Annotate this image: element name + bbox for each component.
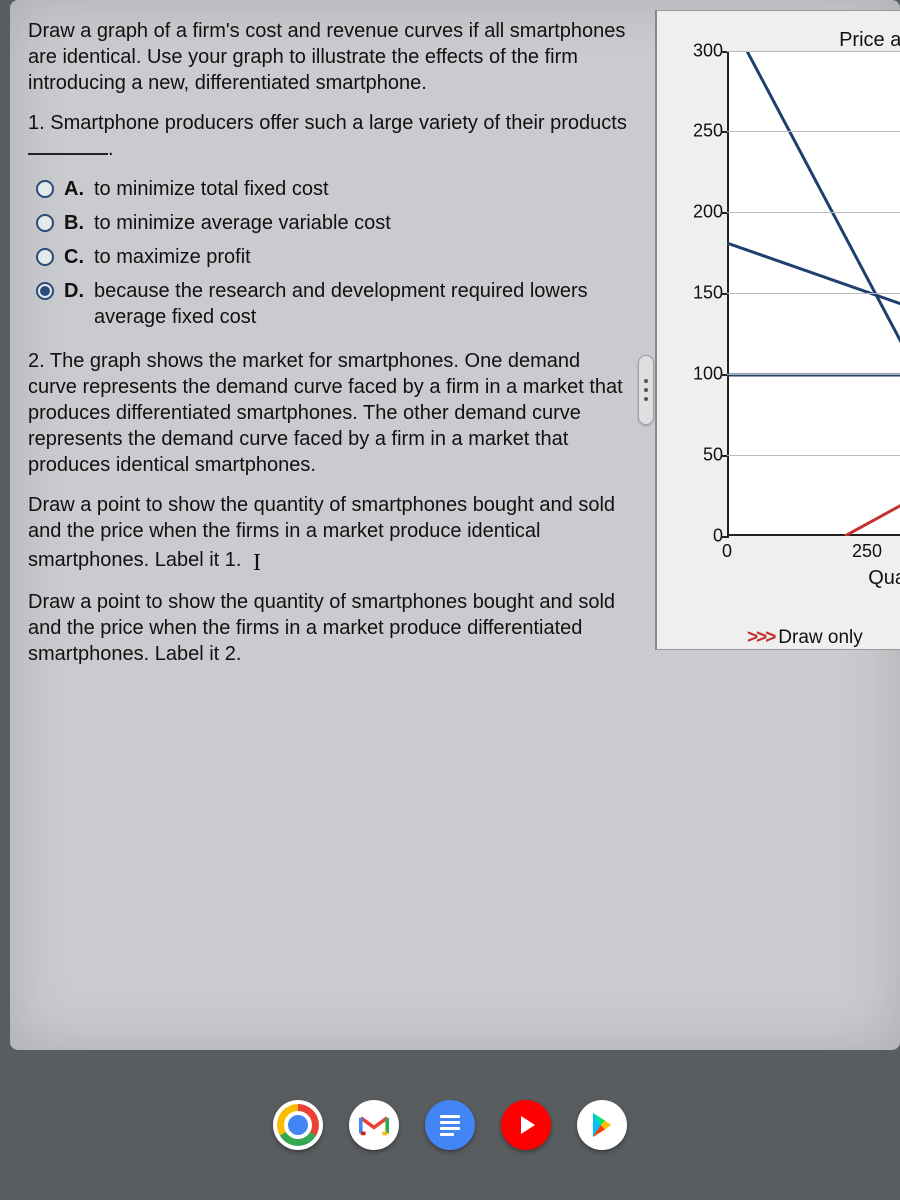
option-a[interactable]: A. to minimize total fixed cost — [36, 176, 634, 202]
quiz-screen: Draw a graph of a firm's cost and revenu… — [10, 0, 900, 1050]
gmail-icon[interactable] — [349, 1100, 399, 1150]
option-b-label: B. to minimize average variable cost — [64, 210, 391, 236]
instruction-point-1-text: Draw a point to show the quantity of sma… — [28, 494, 615, 571]
ytickmark — [721, 536, 729, 538]
text-cursor-icon: I — [253, 548, 261, 579]
docs-icon[interactable] — [425, 1100, 475, 1150]
gridline — [727, 374, 900, 375]
taskbar-dock — [0, 1050, 900, 1200]
q1-prefix: 1. Smartphone producers offer such a lar… — [28, 112, 627, 134]
chart-panel: Price ar 0 50 100 150 200 250 300 0 250 … — [655, 10, 900, 650]
drag-dots-icon — [644, 379, 648, 401]
question-1: 1. Smartphone producers offer such a lar… — [28, 110, 634, 162]
gridline — [727, 131, 900, 132]
gridline — [727, 51, 900, 52]
intro-paragraph: Draw a graph of a firm's cost and revenu… — [28, 18, 634, 96]
gmail-glyph-icon — [358, 1113, 390, 1137]
option-d-text: because the research and development req… — [94, 278, 634, 330]
ytick-300: 300 — [677, 41, 723, 62]
option-d[interactable]: D. because the research and development … — [36, 278, 634, 330]
radio-d[interactable] — [36, 282, 54, 300]
option-a-letter: A. — [64, 176, 88, 202]
option-d-label: D. because the research and development … — [64, 278, 634, 330]
option-list: A. to minimize total fixed cost B. to mi… — [36, 176, 634, 330]
xtick-250: 250 — [852, 541, 882, 562]
gridline — [727, 293, 900, 294]
question-panel: Draw a graph of a firm's cost and revenu… — [16, 0, 646, 681]
option-b-text: to minimize average variable cost — [94, 210, 391, 236]
option-c-letter: C. — [64, 244, 88, 270]
play-glyph-icon — [587, 1110, 617, 1140]
instruction-point-2: Draw a point to show the quantity of sma… — [28, 589, 634, 667]
xtick-0: 0 — [722, 541, 732, 562]
blank-line — [28, 137, 108, 155]
ytick-200: 200 — [677, 202, 723, 223]
draw-hint-text: Draw only — [778, 627, 862, 648]
option-b[interactable]: B. to minimize average variable cost — [36, 210, 634, 236]
option-a-text: to minimize total fixed cost — [94, 176, 329, 202]
chevron-right-icon: >>> — [747, 627, 774, 648]
draw-hint: >>>Draw only — [747, 627, 900, 649]
chart-title: Price ar — [839, 29, 900, 52]
option-c-label: C. to maximize profit — [64, 244, 251, 270]
play-store-icon[interactable] — [577, 1100, 627, 1150]
chrome-icon[interactable] — [273, 1100, 323, 1150]
ytick-100: 100 — [677, 364, 723, 385]
option-c-text: to maximize profit — [94, 244, 251, 270]
gridline — [727, 212, 900, 213]
ytick-50: 50 — [677, 445, 723, 466]
radio-a[interactable] — [36, 180, 54, 198]
docs-lines-icon — [440, 1115, 460, 1136]
ytick-150: 150 — [677, 283, 723, 304]
radio-b[interactable] — [36, 214, 54, 232]
option-c[interactable]: C. to maximize profit — [36, 244, 634, 270]
ytick-0: 0 — [677, 526, 723, 547]
ytick-250: 250 — [677, 121, 723, 142]
youtube-icon[interactable] — [501, 1100, 551, 1150]
gridline — [727, 455, 900, 456]
instruction-point-1: Draw a point to show the quantity of sma… — [28, 492, 634, 575]
option-d-letter: D. — [64, 278, 88, 330]
question-2: 2. The graph shows the market for smartp… — [28, 348, 634, 478]
option-b-letter: B. — [64, 210, 88, 236]
radio-c[interactable] — [36, 248, 54, 266]
panel-collapse-handle[interactable] — [638, 355, 654, 425]
x-axis-label: Qua — [868, 567, 900, 590]
option-a-label: A. to minimize total fixed cost — [64, 176, 329, 202]
q1-suffix: . — [108, 138, 114, 160]
